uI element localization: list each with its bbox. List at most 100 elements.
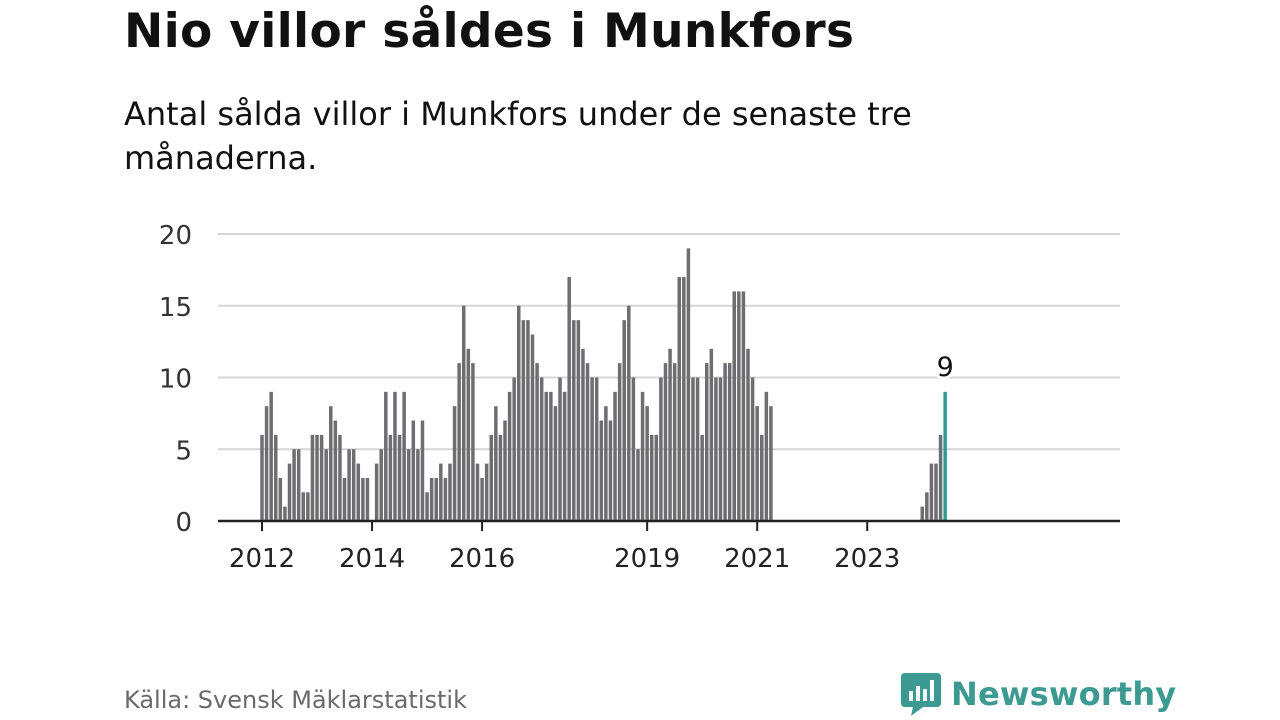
bar bbox=[397, 434, 402, 521]
bar bbox=[599, 420, 604, 521]
bar bbox=[741, 291, 746, 521]
bar bbox=[439, 463, 443, 521]
bar bbox=[654, 434, 659, 521]
newsworthy-logo[interactable]: Newsworthy bbox=[901, 671, 1176, 717]
bar bbox=[475, 463, 480, 521]
bar bbox=[494, 406, 498, 521]
bar bbox=[530, 334, 535, 521]
bar bbox=[425, 492, 429, 521]
x-tick-label: 2021 bbox=[724, 544, 790, 574]
bar bbox=[507, 391, 512, 521]
bar bbox=[604, 406, 608, 521]
bar bbox=[512, 377, 516, 521]
bar bbox=[608, 420, 613, 521]
bar bbox=[553, 406, 558, 521]
bar bbox=[434, 477, 438, 521]
x-tick-label: 2023 bbox=[834, 544, 900, 574]
x-tick-label: 2016 bbox=[449, 544, 515, 574]
bar bbox=[306, 492, 310, 521]
bar bbox=[296, 449, 301, 521]
bar bbox=[287, 463, 292, 521]
bar bbox=[686, 248, 691, 521]
x-tick-label: 2014 bbox=[339, 544, 405, 574]
x-tick-label: 2012 bbox=[229, 544, 295, 574]
chart-title: Nio villor såldes i Munkfors bbox=[124, 4, 855, 59]
bar bbox=[705, 363, 709, 521]
bar bbox=[700, 434, 704, 521]
bar bbox=[411, 420, 416, 521]
bar bbox=[526, 320, 530, 521]
bar bbox=[457, 363, 461, 521]
bar bbox=[576, 320, 581, 521]
bar bbox=[594, 377, 599, 521]
y-tick-label: 5 bbox=[175, 436, 192, 466]
bar bbox=[480, 477, 484, 521]
bar bbox=[714, 377, 718, 521]
bar bbox=[769, 406, 773, 521]
bar bbox=[613, 391, 617, 521]
bar bbox=[521, 320, 526, 521]
bar bbox=[489, 434, 493, 521]
bar bbox=[466, 348, 471, 521]
bar bbox=[938, 434, 943, 521]
bar bbox=[429, 477, 434, 521]
bar bbox=[562, 391, 567, 521]
bar bbox=[727, 363, 732, 521]
bar bbox=[535, 363, 539, 521]
bar bbox=[274, 434, 278, 521]
bar bbox=[498, 434, 503, 521]
bar bbox=[544, 391, 549, 521]
bar bbox=[645, 406, 649, 521]
bar bbox=[420, 420, 425, 521]
bar bbox=[737, 291, 741, 521]
highlight-bar bbox=[943, 391, 947, 521]
brand-name: Newsworthy bbox=[951, 675, 1177, 713]
newsworthy-icon bbox=[901, 673, 941, 716]
bar bbox=[365, 477, 370, 521]
bar bbox=[333, 420, 338, 521]
bar bbox=[709, 348, 714, 521]
bar bbox=[934, 463, 938, 521]
bar bbox=[452, 406, 457, 521]
bar bbox=[640, 391, 645, 521]
x-tick-label: 2019 bbox=[614, 544, 680, 574]
bar bbox=[269, 391, 273, 521]
bar bbox=[448, 463, 452, 521]
bar bbox=[755, 406, 759, 521]
bar bbox=[585, 363, 590, 521]
bar bbox=[668, 348, 672, 521]
bar bbox=[443, 477, 448, 521]
bar bbox=[558, 377, 562, 521]
bar bbox=[732, 291, 736, 521]
bar bbox=[471, 363, 475, 521]
bar bbox=[631, 377, 636, 521]
bar bbox=[374, 463, 379, 521]
bar bbox=[503, 420, 507, 521]
source-note: Källa: Svensk Mäklarstatistik bbox=[124, 686, 467, 714]
bar bbox=[292, 449, 296, 521]
bar bbox=[539, 377, 544, 521]
bar bbox=[461, 305, 466, 521]
y-tick-label: 15 bbox=[159, 293, 192, 323]
bar bbox=[384, 391, 388, 521]
y-tick-label: 10 bbox=[159, 365, 192, 395]
bar bbox=[315, 434, 319, 521]
bar bbox=[649, 434, 654, 521]
bar bbox=[695, 377, 700, 521]
bar bbox=[549, 391, 553, 521]
bar bbox=[484, 463, 489, 521]
bar bbox=[356, 463, 361, 521]
bar bbox=[278, 477, 283, 521]
bar bbox=[672, 363, 677, 521]
bar bbox=[750, 377, 755, 521]
bar bbox=[416, 449, 420, 521]
bar bbox=[347, 449, 351, 521]
bar bbox=[677, 277, 681, 521]
bar bbox=[388, 434, 393, 521]
bar bbox=[920, 506, 924, 521]
chart-subtitle: Antal sålda villor i Munkfors under de s… bbox=[124, 95, 912, 177]
bar bbox=[379, 449, 383, 521]
bar bbox=[663, 363, 668, 521]
y-tick-label: 20 bbox=[159, 221, 192, 251]
bar bbox=[260, 434, 264, 521]
